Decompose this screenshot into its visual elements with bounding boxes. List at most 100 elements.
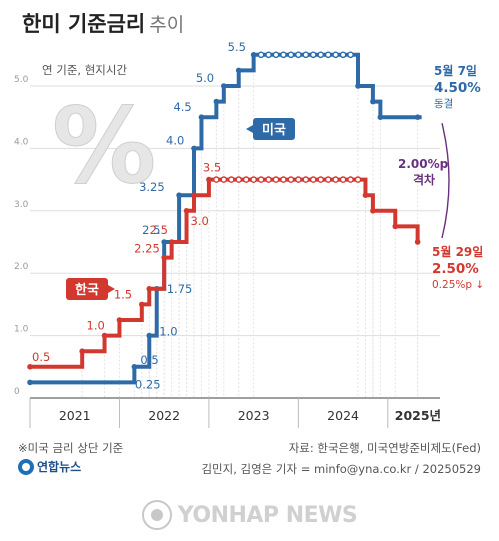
- credit-note: 김민지, 김영은 기자 = minfo@yna.co.kr / 20250529: [201, 462, 481, 476]
- us-value-label: 0.5: [140, 353, 158, 367]
- korea-plateau-dot: [295, 176, 302, 183]
- us-value-label: 5.0: [196, 71, 214, 85]
- x-year-label: 2023: [238, 408, 270, 423]
- us-value-label: 5.5: [228, 40, 246, 54]
- logo-text: 연합뉴스: [37, 460, 82, 474]
- us-plateau-dot: [280, 51, 287, 59]
- korea-plateau-dot: [235, 176, 243, 183]
- korea-plateau-dot: [339, 176, 347, 183]
- watermark-text: YONHAP NEWS: [177, 502, 358, 528]
- korea-plateau-dot: [280, 176, 287, 183]
- us-end-note: 동결: [434, 98, 453, 110]
- us-plateau-dot: [332, 51, 339, 59]
- korea-rate-point: [370, 208, 376, 214]
- us-plateau-dot: [295, 51, 302, 59]
- watermark-circle-icon: [141, 500, 172, 530]
- korea-plateau-dot: [257, 176, 265, 183]
- y-tick-label: 0: [14, 387, 20, 397]
- us-rate-point: [221, 83, 227, 89]
- korea-rate-point: [362, 192, 369, 198]
- x-year-label: 2024: [327, 408, 359, 423]
- korea-end-date: 5월 29일: [432, 244, 483, 259]
- us-rate-point: [191, 145, 197, 152]
- us-rate-point: [377, 114, 384, 120]
- us-rate-point: [146, 332, 153, 339]
- korea-plateau-dot: [265, 176, 272, 183]
- us-value-label: 1.75: [167, 282, 193, 296]
- y-tick-label: 4.0: [14, 137, 29, 147]
- korea-rate-point: [183, 208, 190, 214]
- us-badge: 미국: [246, 118, 295, 140]
- us-end-value: 4.50%: [434, 80, 481, 96]
- watermark: YONHAP NEWS: [0, 500, 499, 530]
- us-plateau-dot: [324, 51, 332, 59]
- korea-badge-label: 한국: [75, 282, 99, 298]
- us-value-label: 3.25: [139, 180, 165, 194]
- us-badge-label: 미국: [262, 122, 286, 138]
- korea-rate-point: [414, 239, 421, 245]
- us-value-label: 4.0: [166, 133, 184, 147]
- korea-plateau-dot: [347, 176, 354, 183]
- y-tick-label: 2.0: [14, 262, 29, 272]
- korea-value-label: 3.0: [191, 214, 209, 228]
- x-year-label: 2022: [148, 408, 180, 423]
- us-plateau-dot: [317, 51, 325, 59]
- footnote: ※미국 금리 상단 기준: [18, 441, 124, 455]
- us-plateau-dot: [272, 51, 280, 59]
- korea-value-label: 0.5: [32, 350, 50, 364]
- us-value-label: 0.25: [135, 377, 161, 391]
- korea-plateau-dot: [250, 176, 257, 183]
- us-rate-point: [355, 83, 361, 89]
- us-plateau-dot: [339, 51, 347, 59]
- korea-rate-point: [139, 301, 145, 308]
- us-plateau-dot: [302, 51, 310, 59]
- percent-decoration: %: [52, 85, 156, 207]
- korea-rate-point: [116, 317, 123, 323]
- korea-rate-point: [146, 286, 153, 292]
- page-title: 한미 기준금리 추이: [22, 8, 184, 38]
- korea-plateau-dot: [332, 176, 339, 183]
- korea-value-label: 2.5: [150, 223, 168, 237]
- gap-value: 2.00%p: [398, 157, 449, 171]
- us-rate-line: [30, 52, 422, 385]
- korea-plateau-dot: [302, 176, 310, 183]
- korea-rate-point: [168, 239, 175, 245]
- x-year-label: 2021: [59, 408, 91, 423]
- korea-plateau-dot: [324, 176, 332, 183]
- us-rate-point: [161, 239, 167, 245]
- korea-end-value: 2.50%: [432, 261, 479, 277]
- korea-plateau-dot: [213, 176, 220, 183]
- y-tick-label: 5.0: [14, 75, 29, 85]
- us-plateau-dot: [265, 51, 272, 59]
- us-value-label: 1.0: [159, 325, 177, 339]
- y-tick-label: 1.0: [14, 325, 29, 335]
- korea-value-label: 1.5: [114, 287, 132, 301]
- us-plateau-dot: [309, 51, 317, 59]
- korea-rate-point: [79, 348, 85, 355]
- korea-rate-point: [161, 254, 167, 261]
- us-rate-point: [213, 98, 220, 105]
- us-plateau-dot: [257, 51, 265, 59]
- korea-plateau-dot: [242, 176, 250, 183]
- source-note: 자료: 한국은행, 미국연방준비제도(Fed): [288, 441, 481, 455]
- us-rate-point: [176, 192, 182, 198]
- title-sub: 추이: [149, 14, 185, 36]
- us-rate-point: [235, 67, 242, 74]
- korea-plateau-dot: [309, 176, 317, 183]
- korea-plateau-dot: [227, 176, 235, 183]
- korea-rate-point: [392, 223, 399, 230]
- us-rate-point: [250, 52, 257, 58]
- korea-value-label: 3.5: [203, 161, 221, 175]
- yonhap-circle-icon: [18, 458, 34, 475]
- title-main: 한미 기준금리: [22, 12, 146, 36]
- x-year-label: 2025년: [395, 408, 441, 423]
- korea-rate-point: [206, 176, 212, 183]
- us-value-label: 4.5: [173, 100, 191, 114]
- gap-bracket: [441, 123, 450, 239]
- korea-plateau-dot: [317, 176, 325, 183]
- us-end-date: 5월 7일: [434, 63, 477, 78]
- korea-plateau-dot: [287, 176, 295, 183]
- korea-rate-point: [191, 192, 197, 198]
- us-plateau-dot: [287, 51, 295, 59]
